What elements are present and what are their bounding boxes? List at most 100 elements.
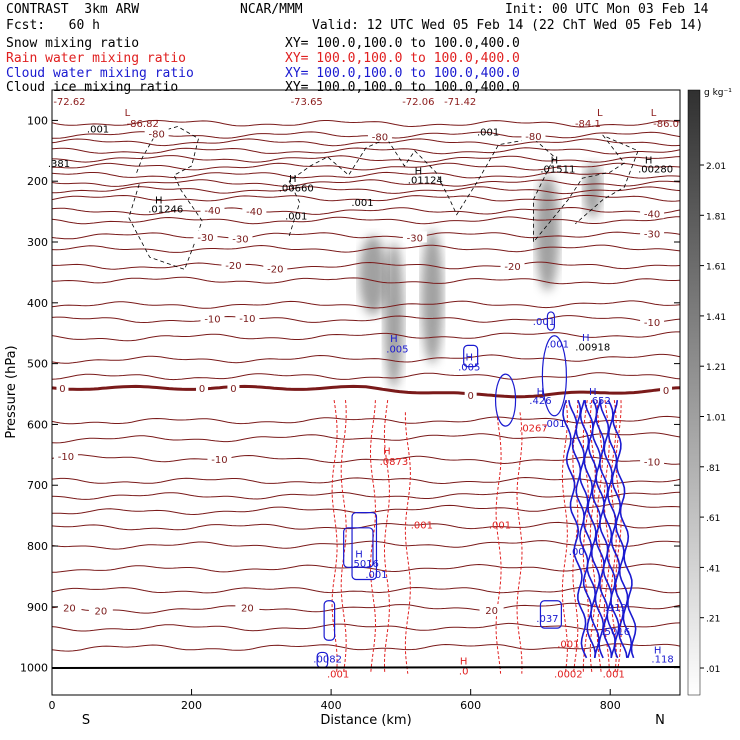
x-axis-label: Distance (km) xyxy=(320,713,411,728)
temp-contour-label: -40 xyxy=(204,206,220,217)
extreme-label: .0082 xyxy=(313,655,342,666)
extreme-label: -86.82 xyxy=(127,119,159,130)
rain-water-contours xyxy=(331,400,622,674)
y-tick-label: 500 xyxy=(27,358,48,371)
cloud-water-contour-1 xyxy=(351,511,378,581)
extreme-label: H xyxy=(155,195,163,206)
temp-contour-line-12 xyxy=(52,231,680,240)
extreme-label: H xyxy=(383,447,391,458)
extreme-label: .001 xyxy=(87,124,109,135)
extreme-label: .001 xyxy=(533,317,555,328)
extreme-label: .001 xyxy=(477,127,499,138)
field-name-rain: Rain water mixing ratio xyxy=(6,51,187,66)
low-temp-contour-line-4 xyxy=(52,491,680,500)
low-temp-contour-label: -10 xyxy=(644,458,660,469)
cloud-water-contour-5 xyxy=(546,311,556,331)
temp-contour-line-13 xyxy=(52,244,680,253)
temp-contour-label: -10 xyxy=(239,314,255,325)
rain-contour-4 xyxy=(404,412,411,674)
y-tick-label: 100 xyxy=(27,114,48,127)
temp-contour-label: -20 xyxy=(504,262,520,273)
colorbar xyxy=(687,89,701,696)
rain-contour-1 xyxy=(340,400,347,674)
extreme-label: H xyxy=(582,333,590,344)
extreme-label: H xyxy=(645,155,653,166)
freezing-label: 0 xyxy=(230,384,236,395)
extreme-label: H xyxy=(460,656,468,667)
cloud-ice-outline-1 xyxy=(288,134,639,244)
extreme-label: -72.62 xyxy=(53,97,85,108)
temp-contour-line-8 xyxy=(52,186,680,195)
extreme-label: .00918 xyxy=(575,343,610,354)
south-endpoint-label: S xyxy=(82,713,90,728)
extreme-label: -72.06 xyxy=(402,97,434,108)
extreme-label: L xyxy=(125,108,131,119)
field-name-cloud-ice: Cloud ice mixing ratio xyxy=(6,80,179,95)
temp-contour-label-bg xyxy=(228,232,253,244)
low-temp-contour-line-9 xyxy=(52,586,680,594)
freezing-label-bg xyxy=(56,381,69,393)
extreme-label: .001 xyxy=(489,521,511,532)
temp-contour-label: -30 xyxy=(644,229,660,240)
temp-contour-line-17 xyxy=(52,315,680,324)
temp-contour-label: -10 xyxy=(204,315,220,326)
colorbar-tick-label: .41 xyxy=(706,564,720,574)
temp-contour-line-20 xyxy=(52,372,680,381)
x-tick-label: 0 xyxy=(49,699,56,712)
extreme-label: H xyxy=(289,174,297,185)
extreme-label: .001 xyxy=(543,419,565,430)
extreme-label: .426 xyxy=(529,396,551,407)
temp-contour-label-bg xyxy=(193,230,218,242)
extreme-label: -86.0 xyxy=(653,119,679,130)
temp-contour-label: -20 xyxy=(267,264,283,275)
temp-contour-label-bg xyxy=(367,130,392,142)
temp-contour-label-bg xyxy=(200,204,225,216)
low-temp-contour-label-bg xyxy=(479,604,504,616)
colorbar-labels: 2.01 1.81 1.61 1.41 1.21 1.01 .81 .61 .41 .21 .01 xyxy=(700,162,726,675)
freezing-label: 0 xyxy=(59,384,65,395)
temp-contour-label: -30 xyxy=(232,234,248,245)
temp-contour-line-11 xyxy=(52,216,680,225)
low-temp-contour-label: -10 xyxy=(211,455,227,466)
low-temp-contour-label-bg xyxy=(53,449,78,461)
low-temp-contour-label: 20 xyxy=(485,606,498,617)
temp-contour-label: -30 xyxy=(407,233,423,244)
temp-contour-line-2 xyxy=(52,138,680,147)
low-temp-contour-label: 20 xyxy=(241,604,254,615)
extreme-label: .01511 xyxy=(540,164,575,175)
colorbar-tick-label: .01 xyxy=(706,665,720,675)
ice-shade-2 xyxy=(421,229,444,364)
temp-contour-line-4 xyxy=(52,155,680,163)
temp-contour-label-bg xyxy=(200,312,225,324)
low-temp-contour-line-12 xyxy=(52,643,680,652)
extreme-label: H xyxy=(466,352,474,363)
extreme-label: .001 xyxy=(365,570,387,581)
low-temp-contour-label: 20 xyxy=(63,604,76,615)
extreme-label: .005 xyxy=(386,344,408,355)
low-temp-contour-line-3 xyxy=(52,476,680,485)
y-tick-label: 600 xyxy=(27,418,48,431)
extreme-label: -71.42 xyxy=(444,97,476,108)
extreme-label: .001 xyxy=(327,670,349,681)
cloud-water-contour-6 xyxy=(539,600,562,629)
temp-contour-label-bg xyxy=(500,259,525,271)
cloud-water-contours xyxy=(316,311,637,669)
rain-contour-7 xyxy=(561,400,568,674)
extreme-label: .001 xyxy=(557,639,579,650)
cloud-water-core-5 xyxy=(591,399,616,659)
low-temp-contour-line-2 xyxy=(52,454,680,465)
temp-contour-line-0 xyxy=(52,119,680,128)
cloud-water-core-9 xyxy=(612,399,637,659)
freezing-label-bg xyxy=(660,383,673,395)
freezing-label: 0 xyxy=(199,384,205,395)
field-xy-cloud-ice: XY= 100.0,100.0 to 100.0,400.0 xyxy=(285,80,520,95)
extreme-label: .001 xyxy=(411,521,433,532)
temp-contour-line-15 xyxy=(52,276,680,285)
extreme-label: .001 xyxy=(285,211,307,222)
colorbar-tick-label: .21 xyxy=(706,615,720,625)
temp-contour-label-bg xyxy=(402,231,427,243)
low-temp-contour-line-1 xyxy=(52,432,680,444)
cloud-water-contour-a xyxy=(494,373,517,427)
extreme-label: L xyxy=(597,108,603,119)
